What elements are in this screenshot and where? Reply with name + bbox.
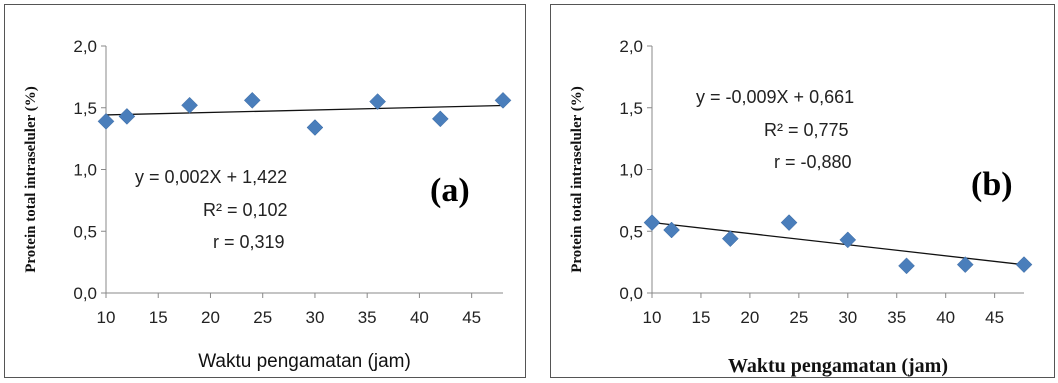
regression-annotation: y = 0,002X + 1,422: [135, 167, 287, 187]
regression-annotation: r = 0,319: [213, 232, 285, 252]
x-tick-label: 20: [201, 308, 220, 327]
x-tick-label: 40: [410, 308, 429, 327]
x-tick-label: 30: [838, 308, 857, 327]
y-tick-label: 0,0: [73, 284, 97, 303]
trendline: [105, 104, 504, 116]
y-axis-label: Protein total intraseluler (%): [23, 86, 39, 273]
x-tick-label: 35: [887, 308, 906, 327]
y-tick-label: 1,0: [73, 161, 97, 180]
x-tick-label: 45: [985, 308, 1004, 327]
x-tick-label: 45: [462, 308, 481, 327]
data-point: [306, 119, 324, 136]
data-point: [1015, 256, 1033, 273]
data-point: [643, 214, 661, 231]
regression-annotation: R² = 0,102: [203, 200, 288, 220]
data-point: [956, 256, 974, 273]
data-point: [97, 112, 115, 130]
y-tick-label: 2,0: [619, 37, 643, 56]
data-point: [494, 91, 512, 109]
chart-a-svg: 0,0 0,5 1,0 1,5 2,0 10 15 20 25 30 35 40 45 y = 0,002…: [23, 37, 512, 372]
x-tick-label: 40: [936, 308, 955, 327]
x-tick-label: 20: [740, 308, 759, 327]
x-axis-label: Waktu pengamatan (jam): [728, 355, 948, 377]
data-point: [181, 96, 198, 114]
y-tick-label: 0,5: [73, 222, 97, 241]
trendline: [651, 221, 1025, 266]
data-point: [898, 257, 915, 275]
data-point: [118, 108, 136, 125]
x-tick-label: 35: [358, 308, 377, 327]
data-point: [780, 214, 798, 231]
data-point: [721, 230, 739, 248]
data-point: [663, 221, 680, 239]
regression-annotation: r = -0,880: [774, 152, 852, 172]
y-tick-label: 0,5: [619, 222, 643, 241]
y-axis-label: Protein total intraseluler (%): [569, 86, 585, 273]
chart-panel-b: 0,0 0,5 1,0 1,5 2,0 10 15 20 25 30 35 40 45 y = -0,00…: [550, 4, 1055, 378]
panel-label-a: (a): [430, 172, 470, 209]
y-tick-label: 1,5: [619, 99, 643, 118]
y-tick-label: 2,0: [73, 37, 97, 56]
data-point: [369, 93, 386, 110]
data-point: [839, 231, 857, 249]
x-tick-label: 15: [691, 308, 710, 327]
x-tick-label: 30: [305, 308, 324, 327]
y-tick-label: 1,5: [73, 99, 97, 118]
regression-annotation: R² = 0,775: [764, 120, 849, 140]
data-point: [431, 110, 449, 128]
data-point: [243, 91, 261, 109]
chart-panel-a: 0,0 0,5 1,0 1,5 2,0 10 15 20 25 30 35 40 45 y = 0,002…: [4, 4, 526, 378]
y-tick-label: 1,0: [619, 161, 643, 180]
chart-b-svg: 0,0 0,5 1,0 1,5 2,0 10 15 20 25 30 35 40 45 y = -0,00…: [569, 37, 1033, 377]
x-tick-label: 25: [789, 308, 808, 327]
x-axis-label: Waktu pengamatan (jam): [198, 351, 411, 372]
x-tick-label: 15: [149, 308, 168, 327]
regression-annotation: y = -0,009X + 0,661: [696, 87, 854, 107]
x-tick-label: 10: [97, 308, 116, 327]
x-tick-label: 10: [643, 308, 662, 327]
x-tick-label: 25: [253, 308, 272, 327]
y-tick-label: 0,0: [619, 284, 643, 303]
panel-label-b: (b): [971, 166, 1013, 203]
